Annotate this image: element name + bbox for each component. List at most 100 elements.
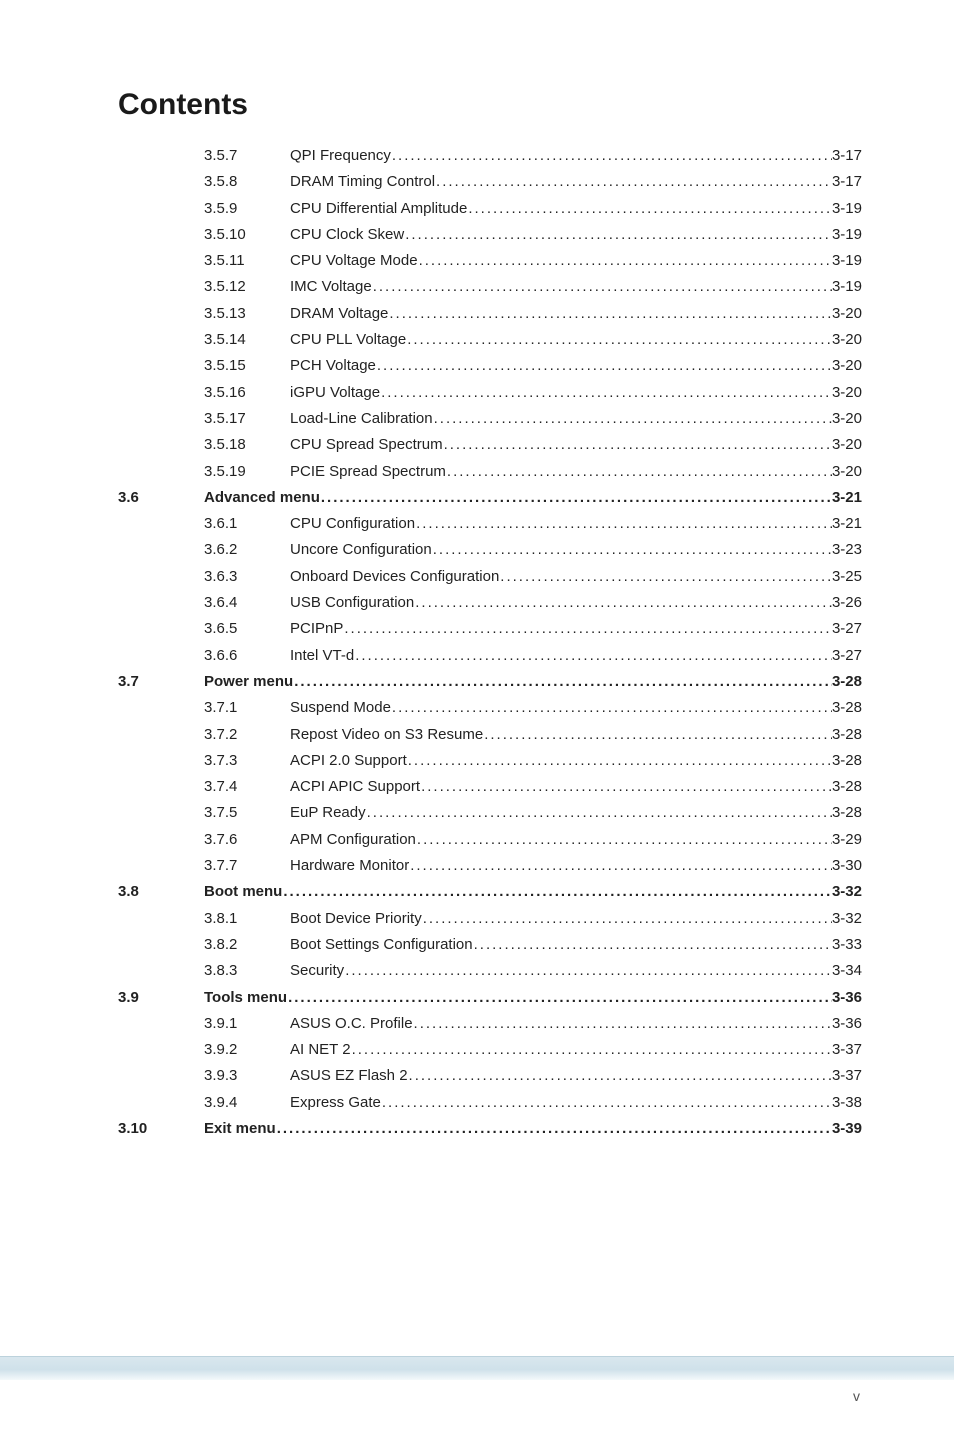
toc-section-number: 3.6.1 xyxy=(204,516,290,531)
toc-section-number: 3.5.7 xyxy=(204,148,290,163)
toc-row: 3.9.4Express Gate 3-38 xyxy=(118,1095,862,1110)
toc-section-number: 3.6.4 xyxy=(204,595,290,610)
toc-section-number: 3.7.1 xyxy=(204,700,290,715)
toc-section-number: 3.5.11 xyxy=(204,253,290,268)
toc-page-number: 3-32 xyxy=(832,911,862,926)
toc-section-label: AI NET 2 xyxy=(290,1042,351,1057)
toc-leader-dots xyxy=(413,1016,832,1031)
toc-section-label: Intel VT-d xyxy=(290,648,354,663)
toc-leader-dots xyxy=(351,1042,832,1057)
toc-section-label: DRAM Voltage xyxy=(290,306,388,321)
toc-section-number: 3.8.1 xyxy=(204,911,290,926)
toc-page-number: 3-20 xyxy=(832,411,862,426)
toc-row: 3.5.14CPU PLL Voltage 3-20 xyxy=(118,332,862,347)
toc-row: 3.5.16iGPU Voltage3-20 xyxy=(118,385,862,400)
toc-row: 3.9.3ASUS EZ Flash 23-37 xyxy=(118,1068,862,1083)
toc-section-label: ACPI APIC Support xyxy=(290,779,420,794)
toc-section-number: 3.9.2 xyxy=(204,1042,290,1057)
toc-page-number: 3-39 xyxy=(832,1121,862,1136)
toc-row: 3.7.1Suspend Mode 3-28 xyxy=(118,700,862,715)
toc-page-number: 3-25 xyxy=(832,569,862,584)
toc-section-number: 3.5.17 xyxy=(204,411,290,426)
toc-row: 3.5.9CPU Differential Amplitude3-19 xyxy=(118,201,862,216)
toc-leader-dots xyxy=(391,700,832,715)
toc-section-number: 3.6 xyxy=(118,490,204,505)
toc-section-number: 3.5.9 xyxy=(204,201,290,216)
toc-row: 3.8.1Boot Device Priority 3-32 xyxy=(118,911,862,926)
toc-row: 3.6Advanced menu 3-21 xyxy=(118,490,862,505)
toc-leader-dots xyxy=(404,227,832,242)
toc-section-number: 3.7.6 xyxy=(204,832,290,847)
toc-section-label: CPU PLL Voltage xyxy=(290,332,406,347)
toc-row: 3.7Power menu3-28 xyxy=(118,674,862,689)
toc-page-number: 3-23 xyxy=(832,542,862,557)
toc-row: 3.5.17Load-Line Calibration3-20 xyxy=(118,411,862,426)
toc-row: 3.5.7QPI Frequency3-17 xyxy=(118,148,862,163)
toc-row: 3.5.10CPU Clock Skew 3-19 xyxy=(118,227,862,242)
toc-leader-dots xyxy=(409,858,832,873)
toc-row: 3.6.2Uncore Configuration 3-23 xyxy=(118,542,862,557)
toc-page-number: 3-37 xyxy=(832,1068,862,1083)
toc-page-number: 3-32 xyxy=(832,884,862,899)
table-of-contents: 3.5.7QPI Frequency3-173.5.8DRAM Timing C… xyxy=(118,148,862,1136)
page-title: Contents xyxy=(118,88,862,122)
toc-row: 3.7.2Repost Video on S3 Resume3-28 xyxy=(118,727,862,742)
toc-section-label: DRAM Timing Control xyxy=(290,174,435,189)
toc-section-label: Suspend Mode xyxy=(290,700,391,715)
toc-section-label: IMC Voltage xyxy=(290,279,372,294)
toc-leader-dots xyxy=(414,595,832,610)
toc-page-number: 3-20 xyxy=(832,306,862,321)
toc-section-number: 3.7.4 xyxy=(204,779,290,794)
toc-section-label: Boot Device Priority xyxy=(290,911,422,926)
toc-leader-dots xyxy=(415,516,832,531)
toc-page-number: 3-17 xyxy=(832,148,862,163)
toc-section-number: 3.7.7 xyxy=(204,858,290,873)
toc-page-number: 3-30 xyxy=(832,858,862,873)
toc-leader-dots xyxy=(372,279,832,294)
toc-page-number: 3-20 xyxy=(832,358,862,373)
toc-page-number: 3-26 xyxy=(832,595,862,610)
toc-leader-dots xyxy=(293,674,832,689)
toc-section-label: ASUS O.C. Profile xyxy=(290,1016,413,1031)
toc-section-label: CPU Clock Skew xyxy=(290,227,404,242)
toc-leader-dots xyxy=(416,832,832,847)
toc-section-label: Security xyxy=(290,963,344,978)
toc-page-number: 3-19 xyxy=(832,227,862,242)
toc-section-number: 3.6.5 xyxy=(204,621,290,636)
toc-section-label: Onboard Devices Configuration xyxy=(290,569,499,584)
toc-section-number: 3.8.2 xyxy=(204,937,290,952)
toc-page-number: 3-19 xyxy=(832,253,862,268)
toc-section-number: 3.5.10 xyxy=(204,227,290,242)
footer-page-number: v xyxy=(853,1388,860,1404)
toc-row: 3.5.13DRAM Voltage 3-20 xyxy=(118,306,862,321)
toc-row: 3.8.2Boot Settings Configuration 3-33 xyxy=(118,937,862,952)
toc-page-number: 3-28 xyxy=(832,700,862,715)
toc-row: 3.6.5PCIPnP 3-27 xyxy=(118,621,862,636)
toc-section-number: 3.5.12 xyxy=(204,279,290,294)
toc-section-number: 3.7.2 xyxy=(204,727,290,742)
toc-page-number: 3-38 xyxy=(832,1095,862,1110)
toc-page-number: 3-27 xyxy=(832,621,862,636)
toc-leader-dots xyxy=(380,385,832,400)
toc-leader-dots xyxy=(344,963,832,978)
toc-section-label: CPU Configuration xyxy=(290,516,415,531)
toc-row: 3.5.11CPU Voltage Mode 3-19 xyxy=(118,253,862,268)
toc-row: 3.8Boot menu 3-32 xyxy=(118,884,862,899)
toc-row: 3.7.5EuP Ready3-28 xyxy=(118,805,862,820)
toc-section-number: 3.10 xyxy=(118,1121,204,1136)
toc-leader-dots xyxy=(422,911,832,926)
toc-section-number: 3.6.6 xyxy=(204,648,290,663)
toc-section-label: Boot Settings Configuration xyxy=(290,937,473,952)
toc-section-number: 3.6.3 xyxy=(204,569,290,584)
toc-row: 3.9.1ASUS O.C. Profile3-36 xyxy=(118,1016,862,1031)
toc-page-number: 3-33 xyxy=(832,937,862,952)
toc-section-label: Express Gate xyxy=(290,1095,381,1110)
toc-row: 3.10Exit menu3-39 xyxy=(118,1121,862,1136)
toc-page-number: 3-17 xyxy=(832,174,862,189)
toc-page-number: 3-28 xyxy=(832,779,862,794)
toc-section-number: 3.9.4 xyxy=(204,1095,290,1110)
toc-page-number: 3-28 xyxy=(832,753,862,768)
toc-row: 3.6.3Onboard Devices Configuration 3-25 xyxy=(118,569,862,584)
toc-leader-dots xyxy=(354,648,832,663)
toc-leader-dots xyxy=(432,542,832,557)
